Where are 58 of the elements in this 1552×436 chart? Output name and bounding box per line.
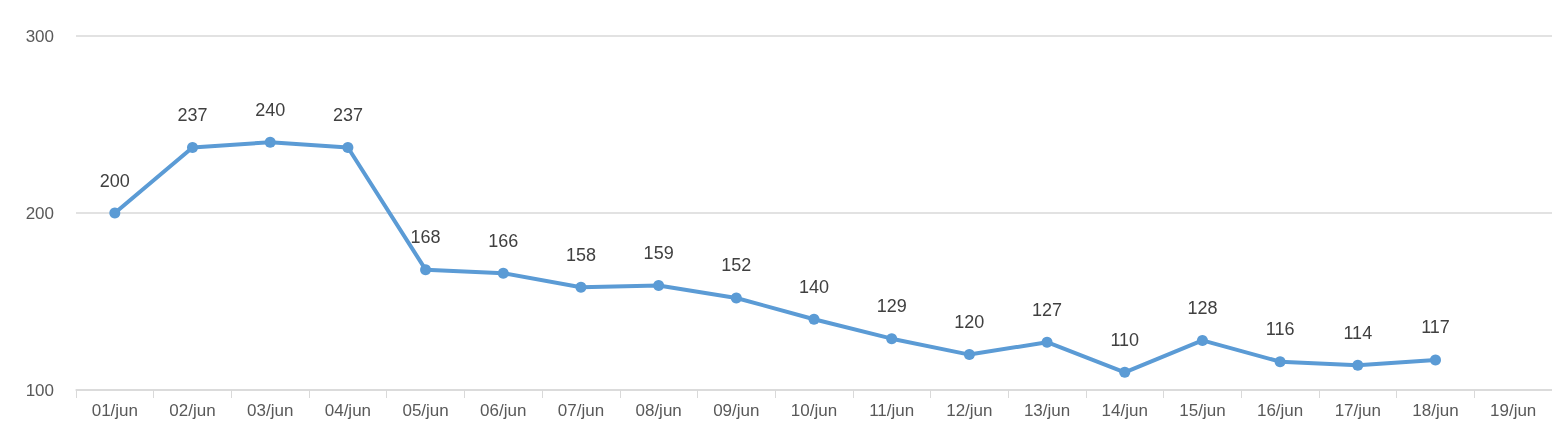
point	[1352, 359, 1364, 371]
data-label: 127	[1032, 299, 1063, 320]
y-tick-label: 300	[25, 26, 54, 46]
point	[1119, 366, 1131, 378]
x-tick-label: 11/jun	[869, 401, 915, 420]
y-tick-label: 100	[25, 380, 54, 400]
data-label: 240	[255, 99, 286, 120]
point	[653, 280, 665, 292]
data-label: 140	[798, 276, 830, 297]
x-tick-label: 01/jun	[91, 401, 139, 420]
point	[808, 313, 820, 325]
point	[730, 292, 742, 304]
data-label: 114	[1343, 322, 1373, 343]
data-label: 168	[410, 227, 441, 248]
point	[1041, 336, 1053, 348]
data-label: 128	[1187, 297, 1218, 318]
x-tick-label: 04/jun	[324, 401, 372, 420]
data-label: 152	[721, 255, 752, 276]
x-tick-label: 09/jun	[713, 401, 760, 420]
data-label: 237	[177, 105, 208, 126]
x-tick-label: 13/jun	[1023, 401, 1071, 420]
point	[1429, 354, 1441, 366]
point	[264, 136, 276, 148]
point	[886, 333, 898, 345]
x-tick-label: 18/jun	[1412, 401, 1459, 420]
point	[1196, 334, 1208, 346]
data-label: 200	[99, 170, 130, 191]
x-tick-label: 15/jun	[1179, 401, 1226, 420]
x-tick-label: 06/jun	[480, 401, 527, 420]
x-tick-label: 07/jun	[557, 401, 605, 420]
x-tick-label: 12/jun	[946, 401, 993, 420]
x-tick-label: 16/jun	[1256, 401, 1304, 420]
point	[1274, 356, 1286, 368]
y-tick-label: 200	[25, 203, 54, 223]
x-tick-label: 10/jun	[790, 401, 838, 420]
x-tick-label: 17/jun	[1334, 401, 1381, 420]
data-label: 116	[1265, 319, 1295, 340]
x-tick-label: 05/jun	[402, 401, 449, 420]
point	[420, 264, 432, 276]
x-tick-label: 02/jun	[169, 401, 216, 420]
x-tick-label: 19/jun	[1489, 401, 1537, 420]
data-label: 110	[1110, 329, 1140, 350]
data-label: 117	[1421, 317, 1450, 338]
x-tick-label: 14/jun	[1101, 401, 1148, 420]
x-tick-label: 03/jun	[247, 401, 294, 420]
data-label: 120	[954, 312, 985, 333]
point	[575, 281, 587, 293]
point	[187, 142, 199, 154]
point	[342, 142, 354, 154]
point	[109, 207, 121, 219]
data-label: 158	[565, 244, 596, 265]
data-label: 129	[876, 296, 907, 317]
point	[963, 349, 975, 361]
point	[497, 267, 509, 279]
x-tick-label: 08/jun	[635, 401, 682, 420]
data-label: 159	[643, 243, 674, 264]
data-label: 237	[332, 105, 363, 126]
data-label: 166	[488, 230, 519, 251]
